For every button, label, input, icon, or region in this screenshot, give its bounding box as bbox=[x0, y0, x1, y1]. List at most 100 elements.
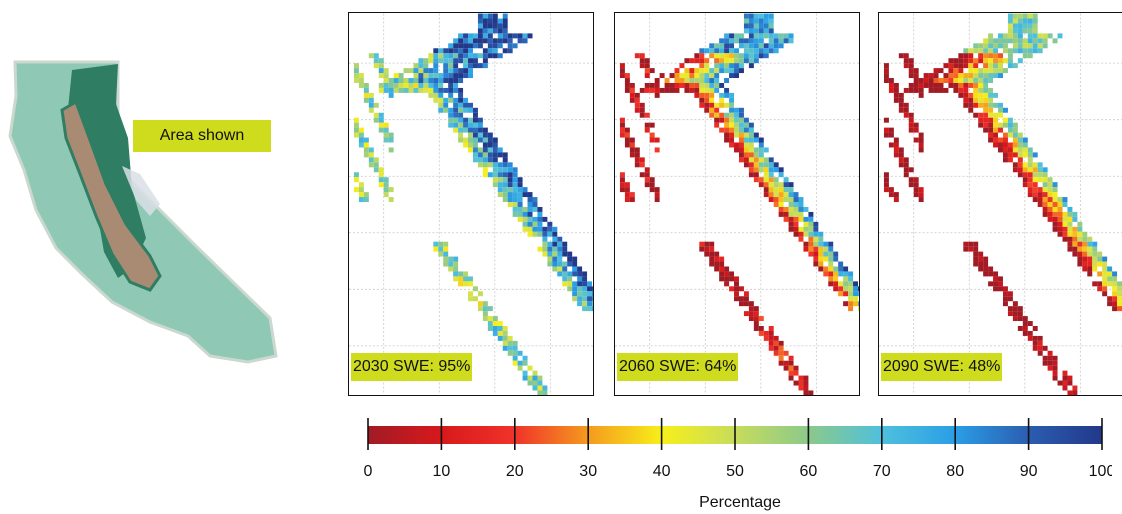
swe-cell bbox=[763, 192, 769, 198]
swe-cell bbox=[793, 221, 799, 227]
swe-cell bbox=[898, 152, 904, 158]
swe-cell bbox=[373, 117, 379, 123]
swe-cell bbox=[948, 63, 954, 69]
swe-cell bbox=[908, 87, 914, 93]
swe-cell bbox=[472, 142, 478, 148]
swe-cell bbox=[993, 286, 999, 292]
swe-cell bbox=[743, 23, 749, 29]
swe-cell bbox=[998, 112, 1003, 118]
swe-cell bbox=[778, 187, 784, 193]
swe-cell bbox=[714, 78, 720, 83]
swe-cell bbox=[729, 38, 735, 44]
swe-cell bbox=[537, 211, 543, 217]
swe-cell bbox=[699, 73, 705, 79]
swe-cell bbox=[552, 241, 558, 247]
swe-cell bbox=[803, 241, 809, 247]
swe-cell bbox=[1012, 316, 1018, 322]
swe-cell bbox=[778, 345, 784, 351]
swe-cell bbox=[527, 192, 533, 198]
swe-cell bbox=[1052, 187, 1058, 193]
swe-cell bbox=[758, 167, 764, 173]
swe-cell bbox=[773, 335, 779, 341]
swe-cell bbox=[724, 102, 730, 108]
swe-cell bbox=[517, 360, 523, 366]
swe-cell bbox=[388, 197, 394, 203]
swe-cell bbox=[353, 63, 359, 69]
swe-cell bbox=[428, 68, 434, 74]
swe-cell bbox=[738, 63, 744, 69]
swe-cell bbox=[763, 23, 769, 29]
swe-cell bbox=[619, 63, 625, 69]
swe-cell bbox=[438, 87, 444, 93]
swe-cell bbox=[973, 43, 979, 49]
swe-cell bbox=[743, 157, 749, 163]
swe-cell bbox=[978, 102, 984, 108]
swe-cell bbox=[577, 301, 583, 307]
swe-cell bbox=[592, 296, 593, 302]
swe-cell bbox=[888, 132, 894, 138]
swe-cell bbox=[704, 68, 710, 74]
swe-cell bbox=[998, 122, 1003, 128]
swe-cell bbox=[463, 63, 469, 69]
swe-cell bbox=[709, 43, 715, 49]
swe-cell bbox=[958, 73, 964, 79]
swe-cell bbox=[1052, 38, 1058, 44]
swe-cell bbox=[477, 127, 483, 133]
swe-cell bbox=[729, 127, 735, 133]
swe-cell bbox=[644, 127, 650, 133]
swe-cell bbox=[448, 82, 454, 88]
swe-map-2090: 2090 SWE: 48% bbox=[878, 12, 1122, 396]
swe-cell bbox=[714, 266, 720, 272]
swe-cell bbox=[788, 355, 794, 361]
swe-cell bbox=[798, 197, 804, 203]
swe-cell bbox=[1022, 182, 1028, 188]
swe-cell bbox=[963, 82, 969, 88]
swe-cell bbox=[644, 177, 650, 183]
swe-cell bbox=[458, 137, 464, 143]
swe-cell bbox=[1102, 291, 1108, 297]
swe-cell bbox=[933, 78, 939, 83]
swe-cell bbox=[743, 137, 749, 143]
swe-cell bbox=[988, 107, 994, 113]
swe-cell bbox=[743, 117, 749, 123]
swe-cell bbox=[1072, 385, 1078, 391]
swe-cell bbox=[383, 132, 389, 138]
swe-cell bbox=[368, 92, 374, 98]
swe-cell bbox=[388, 82, 394, 88]
swe-cell bbox=[773, 167, 779, 173]
swe-cell bbox=[763, 187, 769, 193]
swe-cell bbox=[933, 68, 939, 74]
swe-cell bbox=[709, 73, 715, 79]
swe-cell bbox=[433, 73, 439, 79]
swe-cell bbox=[1022, 142, 1028, 148]
swe-cell bbox=[719, 271, 725, 277]
swe-cell bbox=[443, 73, 449, 79]
swe-cell bbox=[828, 261, 834, 267]
swe-cell bbox=[714, 48, 720, 54]
swe-cell bbox=[507, 172, 513, 178]
swe-cell bbox=[908, 167, 914, 173]
swe-cell bbox=[413, 82, 419, 88]
swe-cell bbox=[572, 266, 578, 272]
swe-cell bbox=[1087, 261, 1093, 267]
swe-cell bbox=[1017, 167, 1023, 173]
swe-cell bbox=[689, 78, 695, 83]
swe-cell bbox=[848, 281, 854, 287]
swe-cell bbox=[1097, 286, 1103, 292]
swe-cell bbox=[798, 385, 804, 391]
swe-cell bbox=[684, 78, 690, 83]
swe-cell bbox=[542, 241, 548, 247]
swe-cell bbox=[542, 226, 548, 232]
swe-cell bbox=[527, 216, 533, 222]
swe-cell bbox=[477, 162, 483, 168]
swe-cell bbox=[729, 53, 735, 59]
swe-cell bbox=[674, 78, 680, 83]
swe-cell bbox=[517, 187, 523, 193]
swe-cell bbox=[639, 102, 645, 108]
swe-cell bbox=[487, 162, 493, 168]
swe-cell bbox=[413, 73, 419, 79]
swe-cell bbox=[487, 38, 493, 44]
swe-cell bbox=[958, 87, 964, 93]
swe-cell bbox=[664, 82, 670, 88]
swe-cell bbox=[988, 122, 994, 128]
